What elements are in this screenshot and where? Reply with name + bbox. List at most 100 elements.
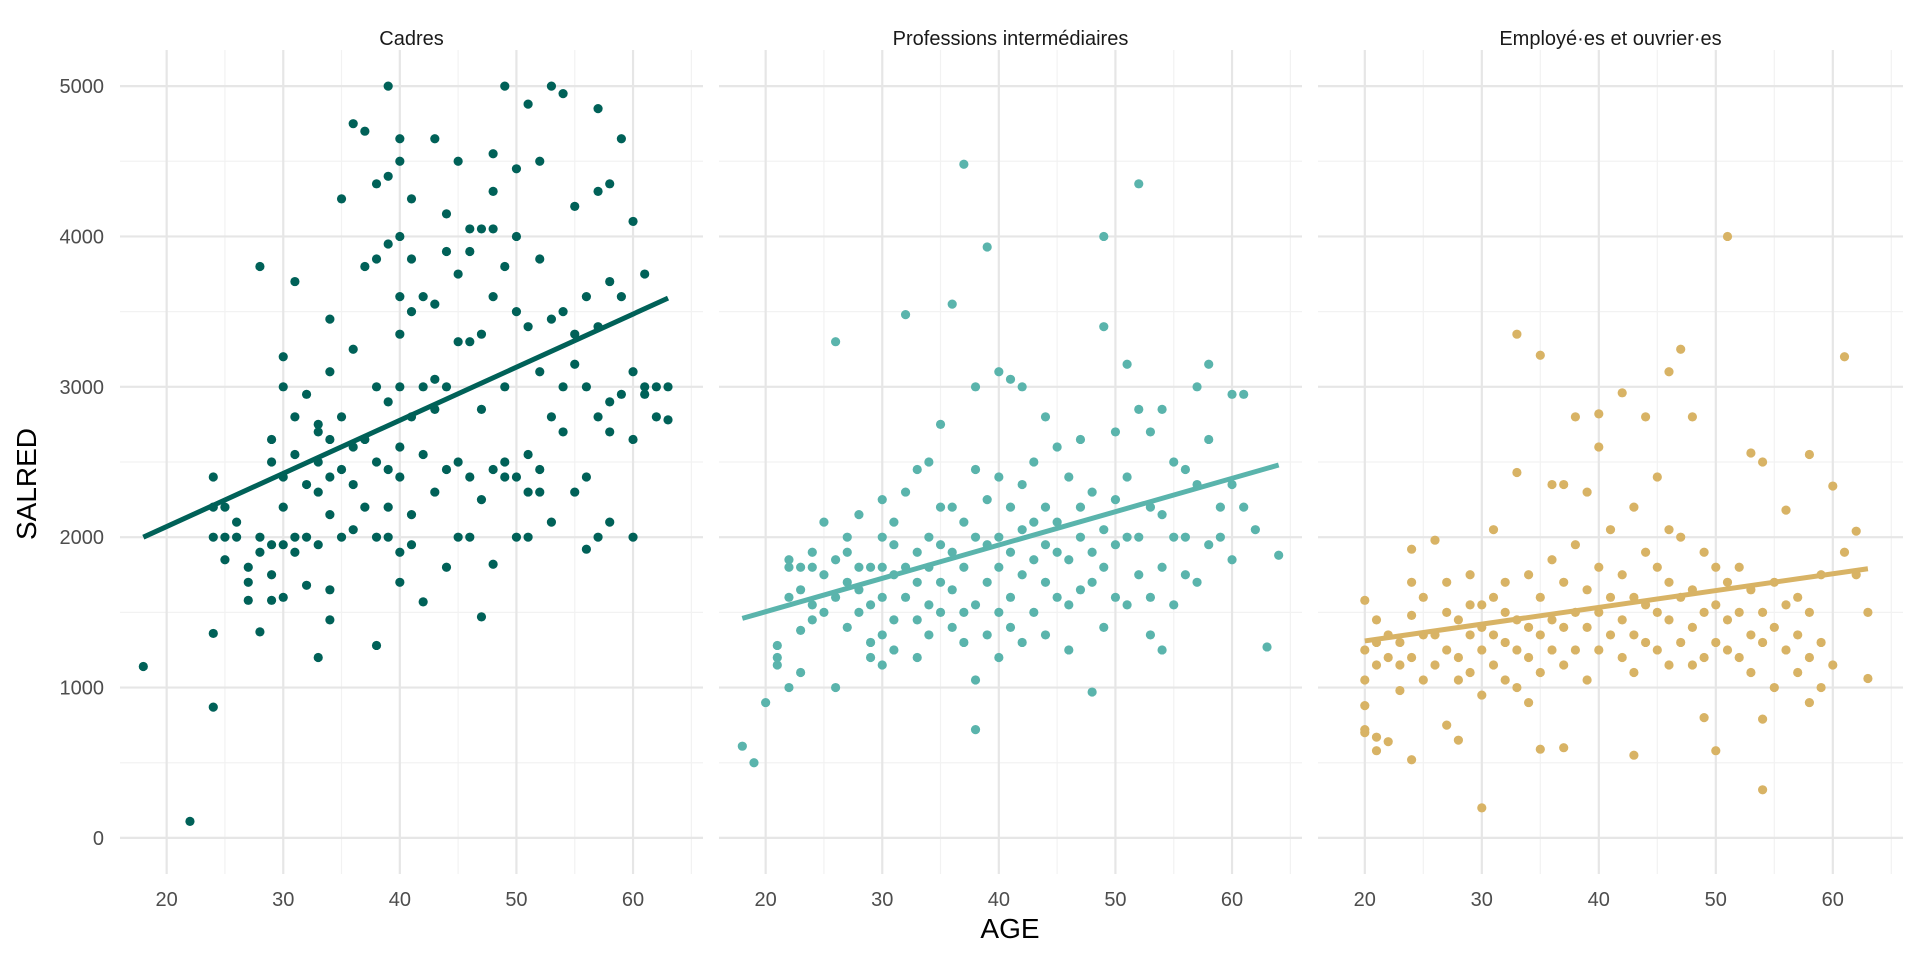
- data-point: [1500, 607, 1510, 617]
- data-point: [360, 502, 370, 512]
- data-point: [994, 532, 1004, 542]
- data-point: [772, 640, 782, 651]
- data-point: [266, 457, 277, 467]
- data-point: [819, 517, 829, 527]
- data-point: [924, 457, 934, 467]
- data-point: [854, 607, 864, 617]
- data-point: [1017, 382, 1027, 392]
- data-point: [406, 254, 417, 264]
- data-point: [558, 382, 568, 392]
- data-point: [336, 412, 347, 422]
- data-point: [982, 242, 992, 252]
- data-point: [994, 367, 1004, 377]
- data-point: [1005, 592, 1016, 602]
- data-point: [395, 577, 405, 587]
- data-point: [640, 389, 650, 399]
- data-point: [1804, 652, 1814, 663]
- data-point: [935, 419, 946, 430]
- data-point: [558, 89, 568, 99]
- data-point: [889, 540, 899, 550]
- data-point: [1453, 615, 1463, 625]
- data-point: [807, 600, 817, 610]
- data-point: [570, 359, 580, 369]
- data-point: [546, 412, 557, 422]
- data-point: [593, 412, 603, 422]
- data-point: [1804, 697, 1814, 708]
- data-point: [1652, 607, 1662, 617]
- data-point: [348, 119, 358, 129]
- data-point: [737, 741, 747, 751]
- data-point: [1407, 610, 1417, 620]
- data-point: [1687, 412, 1697, 422]
- data-point: [1793, 592, 1803, 602]
- data-point: [1371, 615, 1382, 625]
- x-tick-label: 30: [1471, 889, 1493, 911]
- data-point: [1863, 673, 1873, 684]
- data-point: [1017, 637, 1027, 648]
- data-point: [970, 532, 981, 542]
- data-point: [994, 652, 1004, 663]
- data-point: [1617, 652, 1627, 663]
- data-point: [912, 464, 922, 475]
- data-point: [1407, 652, 1417, 663]
- data-point: [593, 104, 603, 114]
- data-point: [1617, 615, 1627, 625]
- data-point: [1711, 562, 1721, 572]
- data-point: [1122, 472, 1132, 482]
- data-point: [1122, 600, 1132, 610]
- data-point: [1617, 388, 1627, 398]
- data-point: [290, 547, 300, 557]
- data-point: [1040, 630, 1051, 640]
- data-point: [1157, 562, 1167, 572]
- data-point: [301, 580, 312, 590]
- data-point: [313, 540, 323, 550]
- data-point: [900, 310, 911, 320]
- data-point: [1477, 645, 1487, 655]
- data-point: [325, 585, 335, 595]
- data-point: [1075, 532, 1086, 542]
- data-point: [1758, 637, 1768, 648]
- data-point: [570, 201, 580, 211]
- data-point: [1793, 630, 1803, 640]
- data-point: [1442, 577, 1452, 587]
- data-point: [255, 532, 265, 542]
- data-point: [877, 562, 887, 572]
- data-point: [1395, 685, 1405, 696]
- data-point: [1512, 329, 1522, 339]
- data-point: [1594, 442, 1604, 452]
- data-point: [325, 434, 335, 445]
- facet-panel: Cadres 20 30 40 50 60: [120, 28, 703, 911]
- data-point: [488, 186, 498, 196]
- data-point: [1582, 487, 1592, 497]
- data-point: [1804, 607, 1814, 617]
- data-point: [325, 314, 335, 324]
- data-point: [1064, 645, 1074, 655]
- y-tick-label: 4000: [60, 226, 105, 248]
- data-point: [1017, 525, 1027, 535]
- data-point: [1582, 585, 1592, 595]
- data-point: [313, 427, 323, 437]
- data-point: [663, 382, 673, 392]
- data-point: [1676, 532, 1686, 542]
- data-point: [383, 171, 393, 181]
- data-point: [605, 276, 615, 287]
- data-point: [255, 627, 265, 637]
- data-point: [831, 592, 841, 602]
- data-point: [395, 329, 405, 339]
- data-point: [395, 382, 405, 392]
- data-point: [1687, 660, 1697, 670]
- data-point: [1664, 615, 1674, 625]
- data-point: [220, 502, 230, 512]
- data-point: [651, 412, 661, 422]
- data-point: [1641, 412, 1651, 422]
- data-point: [395, 472, 405, 482]
- data-point: [593, 532, 603, 542]
- data-point: [1559, 577, 1569, 587]
- data-point: [325, 510, 335, 520]
- data-point: [488, 559, 498, 569]
- data-point: [1169, 600, 1179, 610]
- data-point: [1180, 570, 1190, 580]
- data-point: [453, 532, 463, 542]
- data-point: [278, 382, 288, 392]
- data-point: [418, 382, 428, 392]
